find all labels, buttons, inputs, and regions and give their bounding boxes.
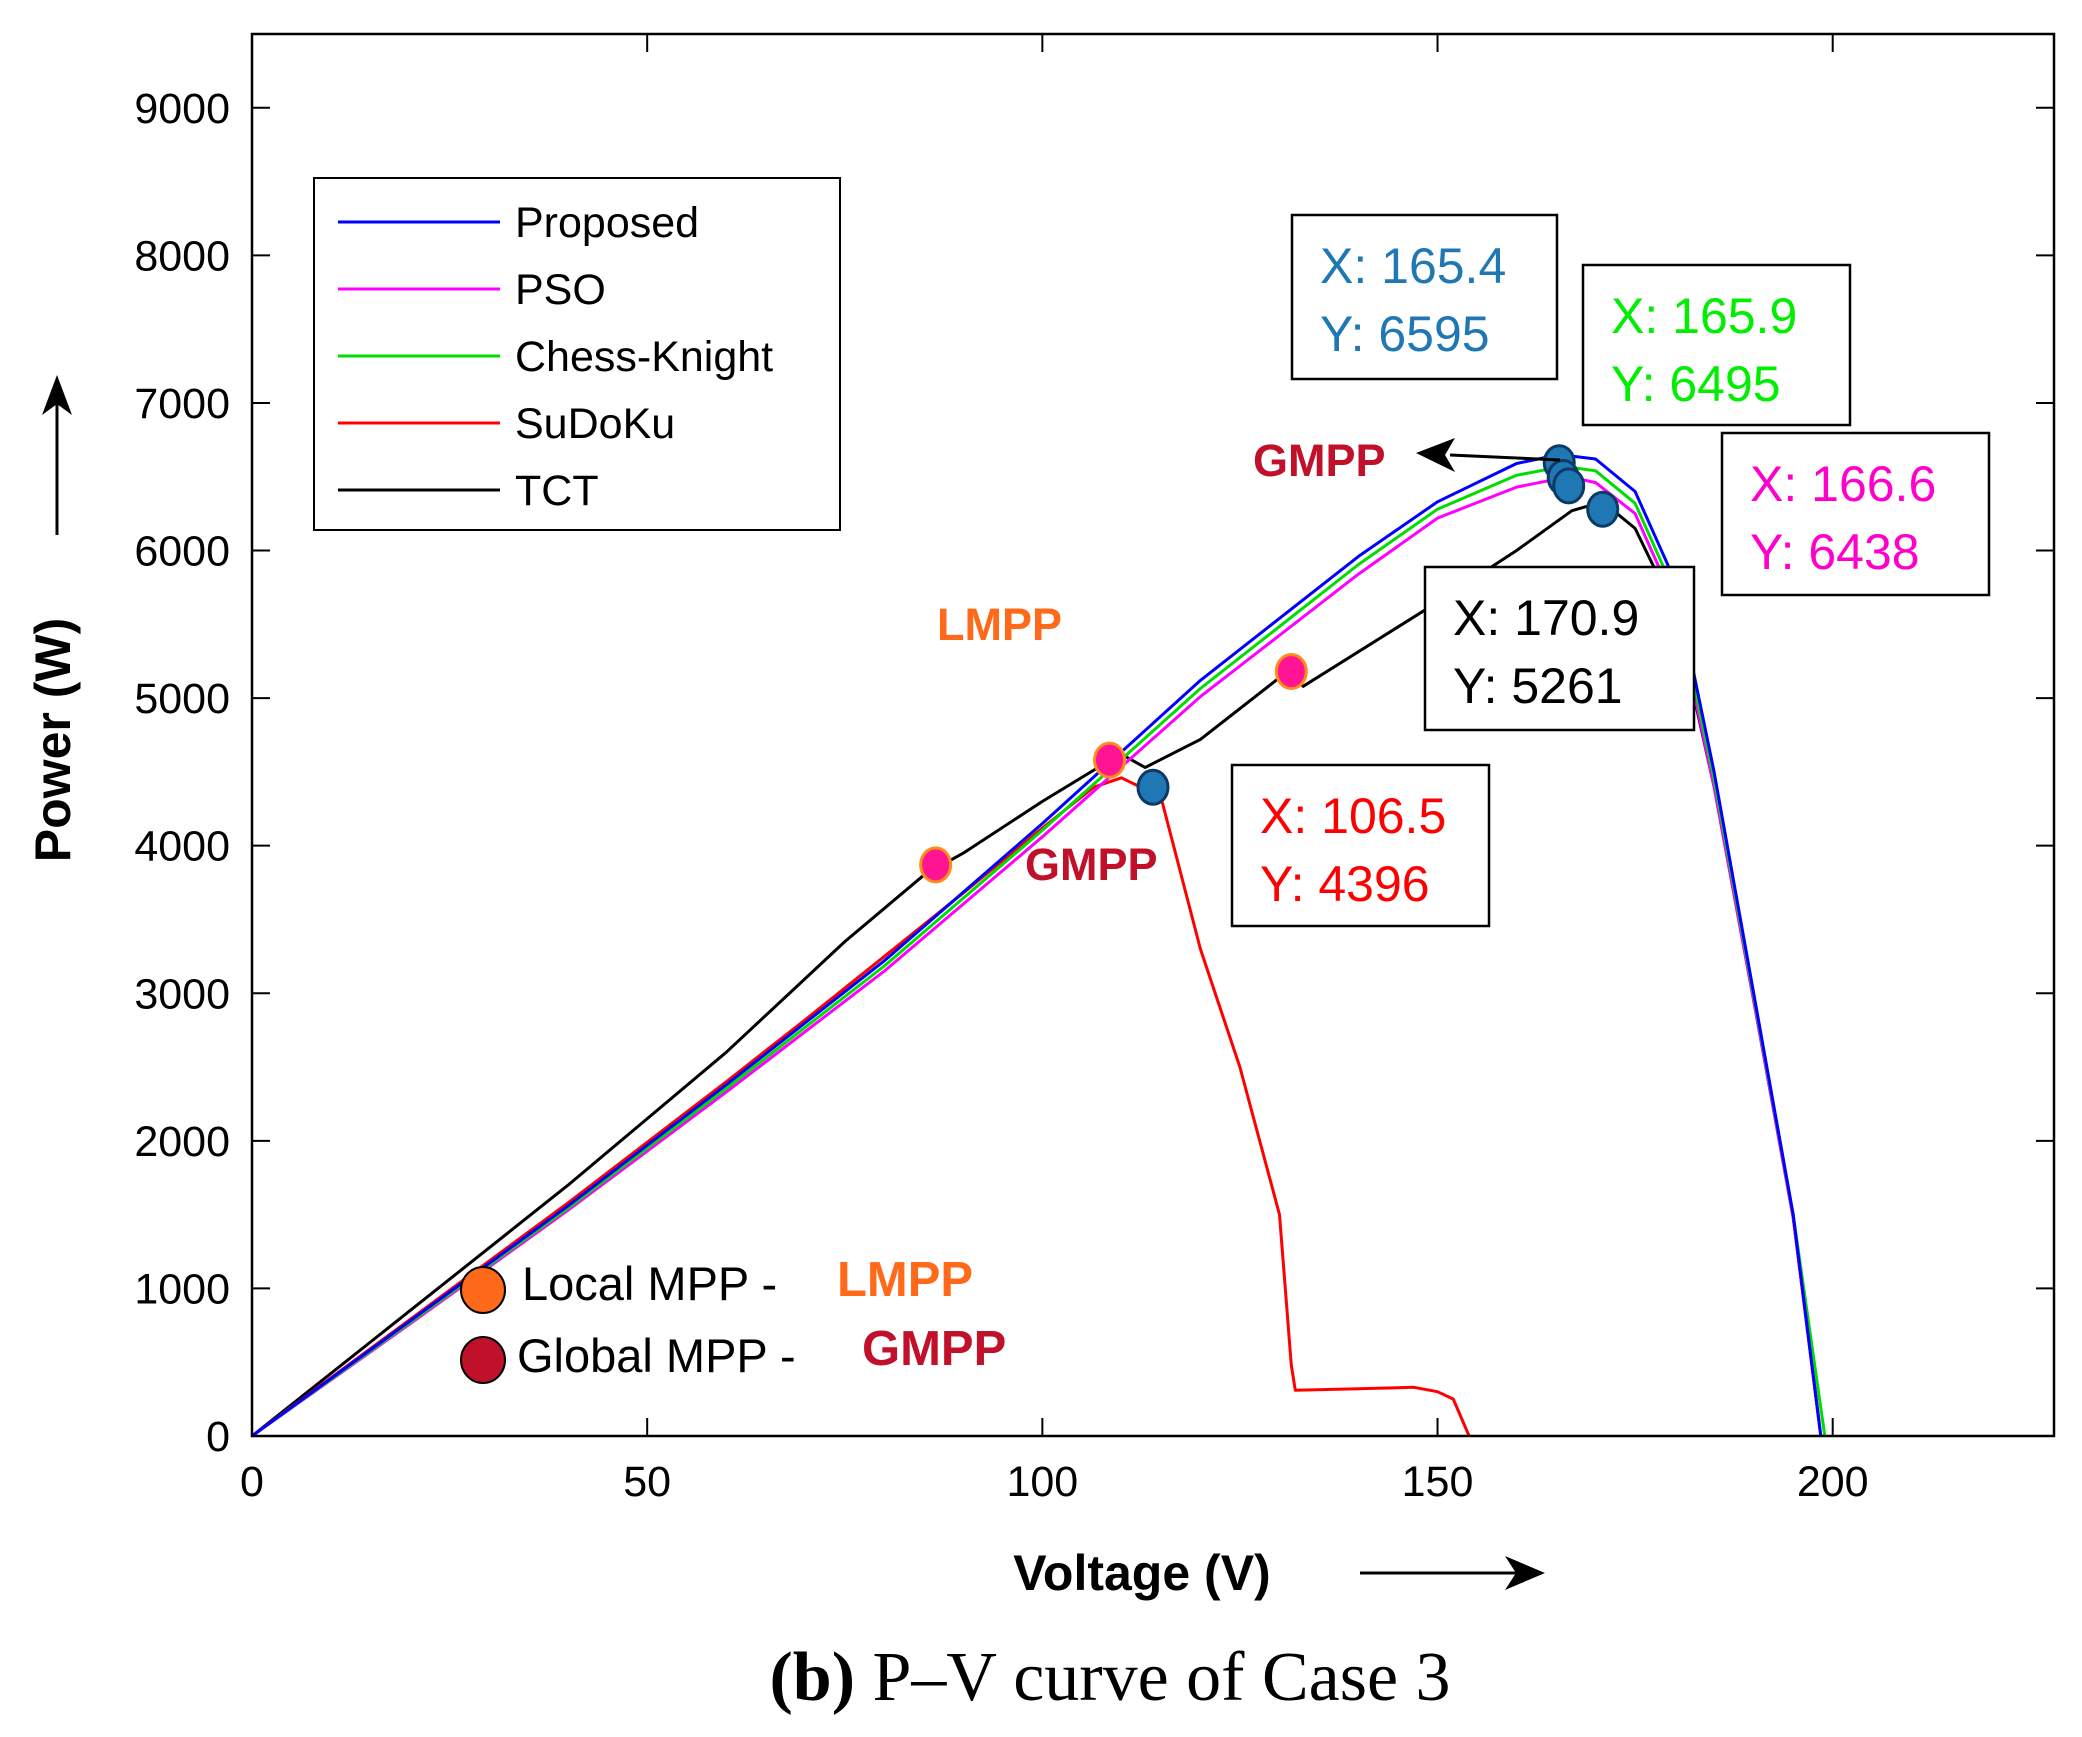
legend-label: SuDoKu <box>515 400 675 448</box>
y-tick-label: 2000 <box>134 1118 230 1166</box>
x-tick-label: 50 <box>623 1458 671 1506</box>
local-mpp-key-tag: LMPP <box>837 1253 973 1307</box>
legend-label: TCT <box>515 467 599 515</box>
callout-y-value: Y: 4396 <box>1260 856 1430 912</box>
x-tick-label: 0 <box>240 1458 264 1506</box>
y-axis-label: Power (W) <box>25 618 81 862</box>
y-tick-label: 0 <box>206 1413 230 1461</box>
callout-box <box>1230 763 1491 928</box>
callout-x-value: X: 165.4 <box>1320 238 1506 294</box>
x-axis-label: Voltage (V) <box>1013 1545 1270 1601</box>
callout-box <box>1290 213 1559 381</box>
plot-frame <box>250 32 2056 1438</box>
gmpp-marker <box>1136 768 1170 806</box>
lmpp-marker <box>1274 653 1308 691</box>
y-tick-label: 5000 <box>134 675 230 723</box>
gmpp-lower-label: GMPP <box>1025 839 1158 890</box>
gmpp-upper-label: GMPP <box>1253 435 1386 486</box>
figure-caption: (b) P–V curve of Case 3 <box>769 1639 1450 1716</box>
callout-y-value: Y: 6438 <box>1750 524 1920 580</box>
y-tick-label: 3000 <box>134 970 230 1018</box>
x-tick-label: 150 <box>1402 1458 1474 1506</box>
callout-box <box>1581 263 1852 427</box>
callout-box <box>1720 431 1991 597</box>
data-tip-callout: X: 165.9 Y: 6495 <box>1581 263 1852 427</box>
local-mpp-key-dot <box>460 1266 506 1314</box>
callout-x-value: X: 165.9 <box>1611 288 1797 344</box>
tick-labels: 0 50 100 150 2000100020003000400050006000700… <box>134 85 1868 1506</box>
data-tip-callout: X: 106.5 Y: 4396 <box>1230 763 1491 928</box>
callout-x-value: X: 170.9 <box>1453 590 1639 646</box>
y-tick-label: 6000 <box>134 528 230 576</box>
marker-key: Local MPP - LMPP Global MPP - GMPP <box>460 1253 1006 1384</box>
callout-y-value: Y: 6595 <box>1320 306 1490 362</box>
y-tick-label: 1000 <box>134 1265 230 1313</box>
series-line-proposed <box>251 453 1823 1438</box>
data-tip-callout: X: 170.9 Y: 5261 <box>1423 565 1696 732</box>
legend-label: PSO <box>515 266 606 314</box>
global-mpp-key-tag: GMPP <box>862 1322 1006 1376</box>
data-tip-callout: X: 165.4 Y: 6595 <box>1290 213 1559 381</box>
x-tick-label: 100 <box>1006 1458 1078 1506</box>
gmpp-marker <box>1586 490 1620 528</box>
global-mpp-key-dot <box>460 1336 506 1384</box>
x-tick-label: 200 <box>1797 1458 1869 1506</box>
global-mpp-key-text: Global MPP - <box>517 1329 796 1382</box>
callout-box <box>1423 565 1696 732</box>
data-tip-callouts: X: 165.4 Y: 6595 X: 165.9 Y: 6495 X: 166.6 Y:… <box>1230 213 1991 928</box>
lmpp-marker <box>1093 741 1127 779</box>
legend-label: Chess-Knight <box>515 333 773 381</box>
callout-x-value: X: 106.5 <box>1260 788 1446 844</box>
gmpp-upper-annotation: GMPP <box>1253 435 1561 486</box>
lmpp-label: LMPP <box>937 599 1062 650</box>
data-tip-callout: X: 166.6 Y: 6438 <box>1720 431 1991 597</box>
y-tick-label: 9000 <box>134 85 230 133</box>
x-axis-arrow <box>1360 1556 1545 1590</box>
y-tick-label: 4000 <box>134 823 230 871</box>
gmpp-marker <box>1552 467 1586 505</box>
legend-label: Proposed <box>515 199 699 247</box>
callout-y-value: Y: 6495 <box>1611 356 1781 412</box>
lmpp-marker <box>919 846 953 884</box>
local-mpp-key-text: Local MPP - <box>522 1257 777 1310</box>
callout-y-value: Y: 5261 <box>1453 658 1623 714</box>
y-tick-label: 7000 <box>134 380 230 428</box>
y-tick-label: 8000 <box>134 232 230 280</box>
callout-x-value: X: 166.6 <box>1750 456 1936 512</box>
mpp-markers <box>919 444 1620 884</box>
y-axis-arrow <box>42 375 72 535</box>
legend: Proposed PSO Chess-Knight SuDoKu TCT <box>313 177 841 531</box>
